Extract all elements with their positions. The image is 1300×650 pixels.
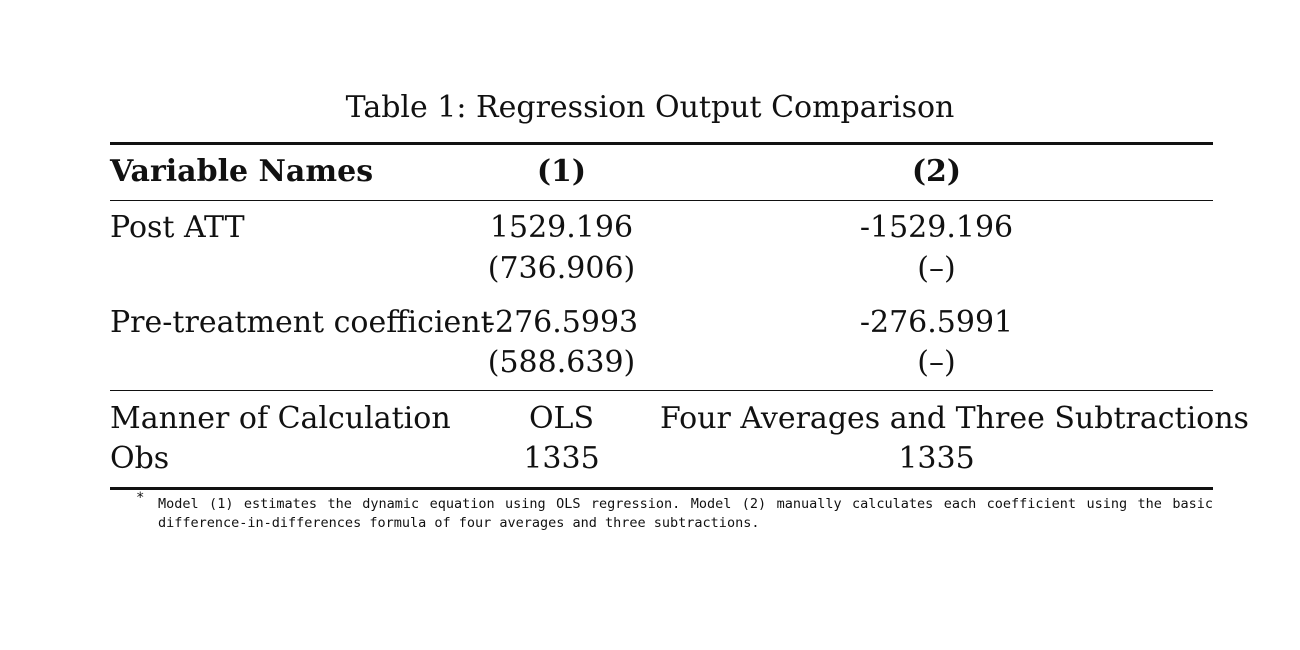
manner-col2: Four Averages and Three Subtractions: [660, 401, 1249, 436]
post-att-col1-coef: 1529.196: [489, 210, 634, 245]
header-rule: [110, 200, 1213, 202]
footnote-marker: *: [136, 490, 145, 506]
post-att-col2-coef: -1529.196: [859, 210, 1014, 245]
post-att-col1-se: (736.906): [487, 251, 636, 286]
top-rule: [110, 142, 1213, 145]
manner-col1: OLS: [528, 401, 595, 436]
header-variable-names: Variable Names: [110, 154, 374, 189]
table-caption: Table 1: Regression Output Comparison: [345, 90, 955, 125]
header-col-1: (1): [536, 154, 587, 189]
row-label-post-att: Post ATT: [110, 210, 245, 245]
header-col-2: (2): [911, 154, 962, 189]
table-footnote: Model (1) estimates the dynamic equation…: [158, 496, 1213, 531]
obs-col2: 1335: [898, 441, 975, 476]
post-att-col2-se: (–): [917, 251, 956, 286]
row-label-obs: Obs: [110, 441, 170, 476]
row-label-manner: Manner of Calculation: [110, 401, 451, 436]
pre-treatment-col2-se: (–): [917, 345, 956, 380]
row-label-pre-treatment: Pre-treatment coefficient: [110, 305, 493, 340]
pre-treatment-col2-coef: -276.5991: [859, 305, 1014, 340]
bottom-rule: [110, 487, 1213, 490]
pre-treatment-col1-coef: -276.5993: [484, 305, 639, 340]
pre-treatment-col1-se: (588.639): [487, 345, 636, 380]
obs-col1: 1335: [523, 441, 600, 476]
body-rule: [110, 390, 1213, 392]
